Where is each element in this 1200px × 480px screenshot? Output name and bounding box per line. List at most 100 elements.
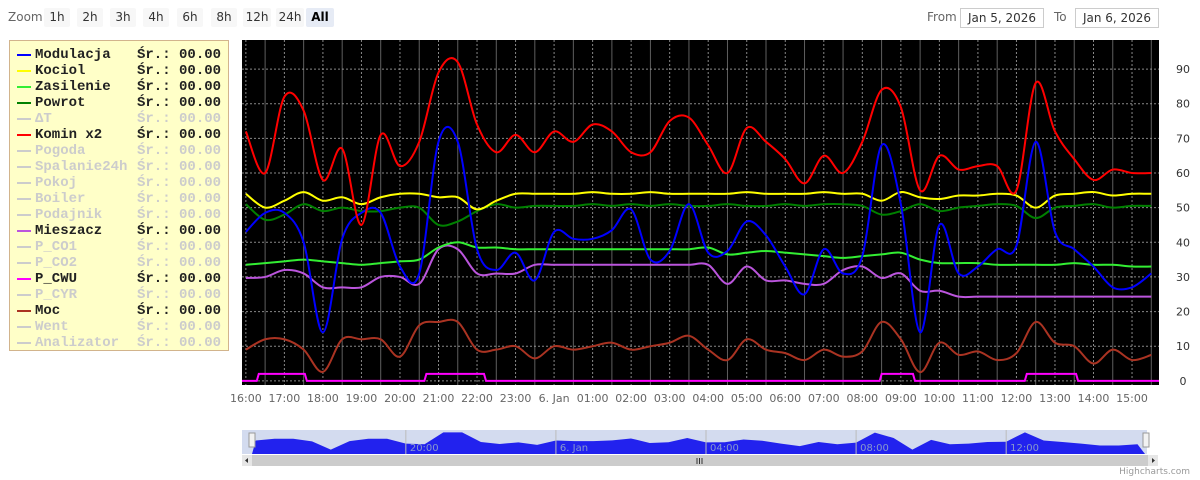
average-label: Śr.: (137, 79, 171, 95)
legend-item-name: Podajnik (35, 207, 103, 223)
legend-item-average: Śr.: 00.00 (137, 143, 221, 159)
x-tick-label: 6. Jan (539, 392, 570, 405)
from-date-input[interactable]: Jan 5, 2026 (960, 8, 1044, 28)
navigator-handle-right[interactable] (1142, 432, 1150, 448)
legend-item[interactable]: Moc Śr.: 00.00 (10, 303, 228, 319)
zoom-button-2h[interactable]: 2h (77, 8, 103, 27)
y-tick-label: 80 (1176, 98, 1190, 111)
average-label: Śr.: (137, 63, 171, 79)
credits-link[interactable]: Highcharts.com (1119, 467, 1190, 477)
navigator-handle-left[interactable] (248, 432, 256, 448)
legend-item[interactable]: Modulacja Śr.: 00.00 (10, 47, 228, 63)
legend-item[interactable]: Spalanie24h Śr.: 00.00 (10, 159, 228, 175)
legend-item[interactable]: Mieszacz Śr.: 00.00 (10, 223, 228, 239)
legend-item[interactable]: Pogoda Śr.: 00.00 (10, 143, 228, 159)
average-label: Śr.: (137, 207, 171, 223)
zoom-button-3h[interactable]: 3h (110, 8, 136, 27)
arrow-left-icon (245, 458, 248, 463)
zoom-button-1h[interactable]: 1h (44, 8, 70, 27)
to-date-input[interactable]: Jan 6, 2026 (1075, 8, 1159, 28)
legend-item-average: Śr.: 00.00 (137, 127, 221, 143)
legend-item-average: Śr.: 00.00 (137, 159, 221, 175)
x-tick-label: 19:00 (346, 392, 378, 405)
legend-symbol (17, 54, 31, 56)
legend-item-name: P_CWU (35, 271, 78, 287)
zoom-button-8h[interactable]: 8h (211, 8, 237, 27)
average-label: Śr.: (137, 255, 171, 271)
x-tick-label: 15:00 (1116, 392, 1148, 405)
legend-item-average: Śr.: 00.00 (137, 95, 221, 111)
legend-item[interactable]: Podajnik Śr.: 00.00 (10, 207, 228, 223)
legend-item-name: P_CO2 (35, 255, 78, 271)
average-label: Śr.: (137, 175, 171, 191)
average-value: 00.00 (179, 175, 222, 191)
series-line-kociol (245, 191, 1152, 211)
scrollbar-grip-icon (696, 458, 703, 464)
x-tick-label: 01:00 (577, 392, 609, 405)
legend-item-name: Modulacja (35, 47, 111, 63)
average-label: Śr.: (137, 271, 171, 287)
legend-item[interactable]: Komin x2 Śr.: 00.00 (10, 127, 228, 143)
x-tick-label: 04:00 (692, 392, 724, 405)
legend-item[interactable]: P_CO1 Śr.: 00.00 (10, 239, 228, 255)
average-value: 00.00 (179, 303, 222, 319)
plot-background (242, 40, 1159, 385)
legend-symbol (17, 278, 31, 280)
y-tick-label: 90 (1176, 63, 1190, 76)
zoom-button-12h[interactable]: 12h (243, 8, 271, 27)
legend-item-name: Mieszacz (35, 223, 103, 239)
legend-item-average: Śr.: 00.00 (137, 319, 221, 335)
zoom-button-24h[interactable]: 24h (276, 8, 304, 27)
navigator-label: 20:00 (410, 443, 439, 454)
zoom-button-all[interactable]: All (306, 8, 334, 27)
average-value: 00.00 (179, 255, 222, 271)
x-tick-label: 07:00 (808, 392, 840, 405)
legend-item[interactable]: P_CYR Śr.: 00.00 (10, 287, 228, 303)
navigator-label: 6. Jan (560, 443, 588, 454)
legend-item-name: Pogoda (35, 143, 86, 159)
legend-symbol (17, 246, 31, 248)
legend-symbol (17, 310, 31, 312)
legend: Modulacja Śr.: 00.00 Kociol Śr.: 00.00 Zasil… (9, 40, 229, 351)
legend-item-name: Powrot (35, 95, 86, 111)
navigator-area (252, 432, 1145, 454)
average-value: 00.00 (179, 127, 222, 143)
zoom-button-6h[interactable]: 6h (177, 8, 203, 27)
legend-item-average: Śr.: 00.00 (137, 175, 221, 191)
average-value: 00.00 (179, 63, 222, 79)
legend-item-name: P_CYR (35, 287, 78, 303)
legend-item-name: Spalanie24h (35, 159, 128, 175)
x-tick-label: 11:00 (962, 392, 994, 405)
average-label: Śr.: (137, 303, 171, 319)
average-value: 00.00 (179, 143, 222, 159)
legend-item[interactable]: P_CWU Śr.: 00.00 (10, 271, 228, 287)
legend-item[interactable]: Powrot Śr.: 00.00 (10, 95, 228, 111)
legend-item[interactable]: P_CO2 Śr.: 00.00 (10, 255, 228, 271)
legend-item[interactable]: Went Śr.: 00.00 (10, 319, 228, 335)
series-line-powrot (245, 202, 1152, 227)
x-tick-label: 08:00 (846, 392, 878, 405)
legend-item[interactable]: ΔT Śr.: 00.00 (10, 111, 228, 127)
legend-item[interactable]: Kociol Śr.: 00.00 (10, 63, 228, 79)
legend-item-average: Śr.: 00.00 (137, 111, 221, 127)
series-line-modulacja (245, 125, 1152, 334)
legend-item[interactable]: Boiler Śr.: 00.00 (10, 191, 228, 207)
x-tick-label: 22:00 (461, 392, 493, 405)
legend-item[interactable]: Analizator Śr.: 00.00 (10, 335, 228, 351)
legend-symbol (17, 294, 31, 296)
legend-item-name: Pokoj (35, 175, 78, 191)
average-value: 00.00 (179, 319, 222, 335)
legend-item-average: Śr.: 00.00 (137, 223, 221, 239)
y-tick-label: 30 (1176, 271, 1190, 284)
legend-item[interactable]: Zasilenie Śr.: 00.00 (10, 79, 228, 95)
navigator-label: 08:00 (860, 443, 889, 454)
average-value: 00.00 (179, 271, 222, 287)
legend-symbol (17, 262, 31, 264)
average-value: 00.00 (179, 47, 222, 63)
average-label: Śr.: (137, 47, 171, 63)
zoom-button-4h[interactable]: 4h (143, 8, 169, 27)
series-line-p-cwu (242, 372, 1159, 382)
legend-symbol (17, 118, 31, 120)
average-label: Śr.: (137, 159, 171, 175)
legend-item[interactable]: Pokoj Śr.: 00.00 (10, 175, 228, 191)
